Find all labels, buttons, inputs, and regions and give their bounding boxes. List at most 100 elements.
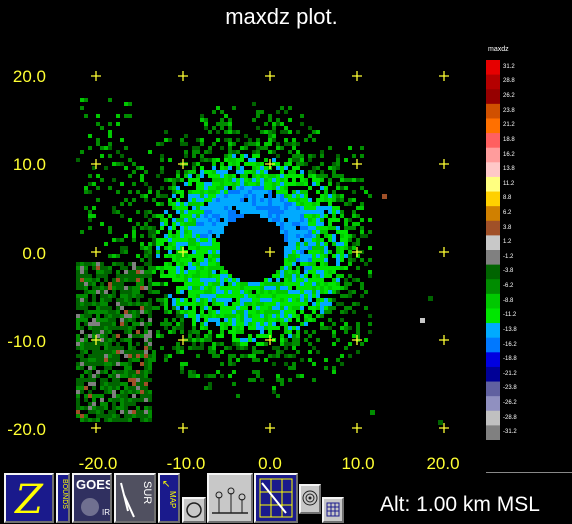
reflectivity-pixel <box>192 234 196 238</box>
reflectivity-pixel <box>284 330 288 334</box>
table-button[interactable] <box>322 497 344 523</box>
reflectivity-pixel <box>140 286 144 290</box>
reflectivity-pixel <box>316 226 320 230</box>
reflectivity-pixel <box>80 338 84 342</box>
reflectivity-pixel <box>236 310 240 314</box>
reflectivity-pixel <box>308 334 312 338</box>
reflectivity-pixel <box>382 194 387 199</box>
reflectivity-pixel <box>308 250 312 254</box>
reflectivity-pixel <box>228 162 232 166</box>
reflectivity-pixel <box>308 314 312 318</box>
grid-view-button[interactable] <box>254 473 298 523</box>
reflectivity-pixel <box>296 182 300 186</box>
reflectivity-pixel <box>88 390 92 394</box>
reflectivity-pixel <box>144 226 148 230</box>
reflectivity-pixel <box>284 246 288 250</box>
reflectivity-pixel <box>220 306 224 310</box>
goes-ir-button[interactable]: GOES IR <box>72 473 112 523</box>
reflectivity-pixel <box>204 322 208 326</box>
reflectivity-pixel <box>96 262 100 266</box>
reflectivity-pixel <box>208 294 212 298</box>
grid-cross <box>352 247 362 257</box>
reflectivity-pixel <box>232 382 236 386</box>
reflectivity-pixel <box>344 282 348 286</box>
reflectivity-pixel <box>140 394 144 398</box>
reflectivity-pixel <box>244 342 248 346</box>
reflectivity-pixel <box>216 178 220 182</box>
reflectivity-pixel <box>80 326 84 330</box>
reflectivity-pixel <box>88 302 92 306</box>
reflectivity-pixel <box>196 246 200 250</box>
reflectivity-pixel <box>216 174 220 178</box>
circle-button[interactable] <box>182 497 206 523</box>
reflectivity-pixel <box>232 198 236 202</box>
reflectivity-pixel <box>104 366 108 370</box>
reflectivity-pixel <box>296 258 300 262</box>
reflectivity-pixel <box>332 242 336 246</box>
reflectivity-pixel <box>124 398 128 402</box>
reflectivity-pixel <box>304 190 308 194</box>
reflectivity-pixel <box>296 158 300 162</box>
reflectivity-pixel <box>260 282 264 286</box>
reflectivity-pixel <box>212 250 216 254</box>
reflectivity-pixel <box>240 282 244 286</box>
reflectivity-pixel <box>248 282 252 286</box>
reflectivity-pixel <box>264 186 268 190</box>
reflectivity-pixel <box>184 258 188 262</box>
reflectivity-pixel <box>244 134 248 138</box>
reflectivity-pixel <box>180 326 184 330</box>
sounding-button[interactable] <box>207 473 253 523</box>
reflectivity-pixel <box>192 218 196 222</box>
reflectivity-pixel <box>160 158 164 162</box>
reflectivity-pixel <box>264 326 268 330</box>
surface-button[interactable]: SUR <box>114 473 156 523</box>
reflectivity-pixel <box>256 358 260 362</box>
reflectivity-pixel <box>224 138 228 142</box>
map-button[interactable]: ↖ MAP <box>158 473 180 523</box>
reflectivity-pixel <box>132 270 136 274</box>
reflectivity-pixel <box>288 318 292 322</box>
reflectivity-pixel <box>88 278 92 282</box>
reflectivity-pixel <box>208 258 212 262</box>
reflectivity-pixel <box>364 338 368 342</box>
reflectivity-pixel <box>88 418 92 422</box>
reflectivity-pixel <box>196 206 200 210</box>
reflectivity-pixel <box>272 214 276 218</box>
reflectivity-pixel <box>216 290 220 294</box>
rings-button[interactable] <box>299 484 321 514</box>
reflectivity-pixel <box>252 314 256 318</box>
reflectivity-pixel <box>128 270 132 274</box>
reflectivity-pixel <box>144 274 148 278</box>
reflectivity-pixel <box>108 306 112 310</box>
reflectivity-pixel <box>348 246 352 250</box>
reflectivity-pixel <box>148 406 152 410</box>
reflectivity-pixel <box>160 170 164 174</box>
reflectivity-pixel <box>164 194 168 198</box>
reflectivity-pixel <box>196 198 200 202</box>
reflectivity-pixel <box>296 130 300 134</box>
zoom-button[interactable]: Z <box>4 473 54 523</box>
reflectivity-pixel <box>284 286 288 290</box>
reflectivity-pixel <box>156 142 160 146</box>
reflectivity-pixel <box>252 322 256 326</box>
reflectivity-pixel <box>208 214 212 218</box>
reflectivity-pixel <box>300 358 304 362</box>
reflectivity-pixel <box>156 174 160 178</box>
reflectivity-pixel <box>208 386 212 390</box>
reflectivity-pixel <box>316 282 320 286</box>
reflectivity-pixel <box>168 310 172 314</box>
reflectivity-pixel <box>176 190 180 194</box>
reflectivity-pixel <box>188 214 192 218</box>
reflectivity-pixel <box>120 290 124 294</box>
reflectivity-pixel <box>144 398 148 402</box>
reflectivity-pixel <box>184 182 188 186</box>
reflectivity-pixel <box>336 186 340 190</box>
bounds-button[interactable]: BOUNDS <box>56 473 70 523</box>
reflectivity-pixel <box>272 306 276 310</box>
reflectivity-pixel <box>316 266 320 270</box>
reflectivity-pixel <box>156 334 160 338</box>
reflectivity-pixel <box>252 210 256 214</box>
reflectivity-pixel <box>204 306 208 310</box>
reflectivity-pixel <box>240 346 244 350</box>
reflectivity-pixel <box>268 310 272 314</box>
